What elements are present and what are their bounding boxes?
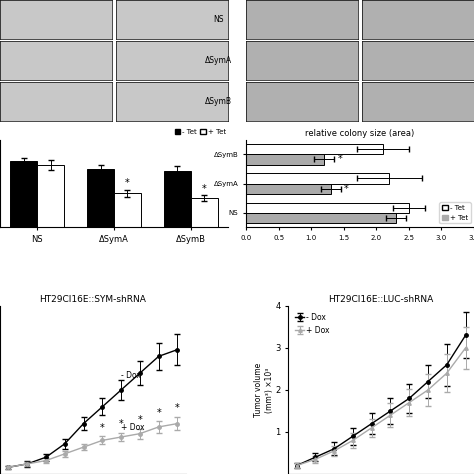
Bar <box>246 173 389 183</box>
Text: *: * <box>118 419 124 429</box>
Bar <box>246 213 396 223</box>
Legend: - Tet, + Tet: - Tet, + Tet <box>439 202 471 223</box>
Bar <box>246 183 331 194</box>
Text: - Dox: - Dox <box>121 371 141 380</box>
Y-axis label: Tumor volume
(mm³) ×10³: Tumor volume (mm³) ×10³ <box>255 363 273 417</box>
Text: *: * <box>337 155 342 164</box>
Y-axis label: ΔSymA: ΔSymA <box>205 56 232 65</box>
Text: *: * <box>137 415 142 425</box>
Text: *: * <box>100 423 105 433</box>
Title: HT29Cl16E::LUC-shRNA: HT29Cl16E::LUC-shRNA <box>328 295 434 304</box>
Bar <box>164 171 191 227</box>
Text: + Dox: + Dox <box>121 423 145 432</box>
Text: *: * <box>202 184 207 194</box>
Bar <box>10 162 37 227</box>
Text: *: * <box>156 408 161 418</box>
Text: *: * <box>125 178 130 188</box>
Title: HT29Cl16E::SYM-shRNA: HT29Cl16E::SYM-shRNA <box>39 295 146 304</box>
Y-axis label: NS: NS <box>213 15 224 24</box>
Bar <box>246 155 324 164</box>
Legend: - Dox, + Dox: - Dox, + Dox <box>292 310 333 337</box>
Bar <box>246 202 409 213</box>
Text: *: * <box>175 403 180 413</box>
Legend: - Tet, + Tet: - Tet, + Tet <box>172 126 229 138</box>
Text: *: * <box>344 183 348 194</box>
Bar <box>114 193 141 227</box>
Bar <box>191 198 218 227</box>
Bar <box>87 169 114 227</box>
Y-axis label: ΔSymB: ΔSymB <box>205 97 232 106</box>
Title: relative colony size (area): relative colony size (area) <box>305 129 415 138</box>
Bar <box>37 165 64 227</box>
Bar <box>246 144 383 155</box>
